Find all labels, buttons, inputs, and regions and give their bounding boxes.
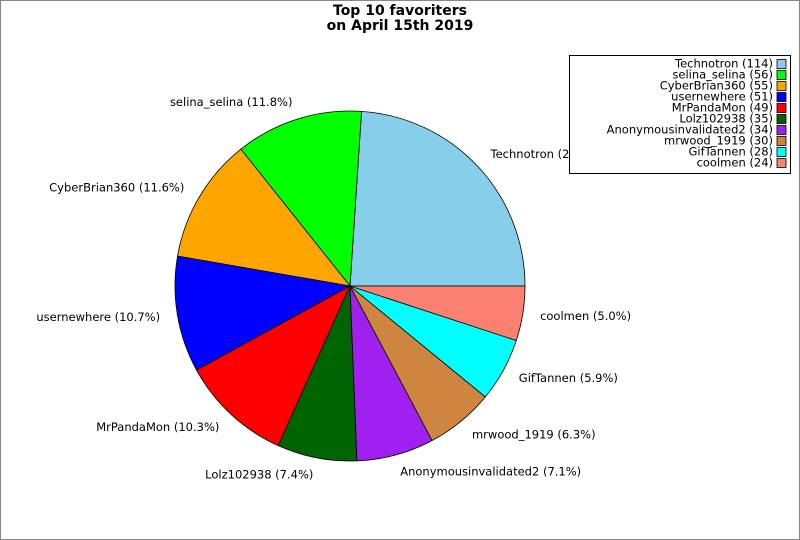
legend-label: MrPandaMon (49) bbox=[672, 101, 773, 115]
pie-slice bbox=[196, 285, 351, 447]
slice-label: usernewhere (10.7%) bbox=[36, 310, 160, 324]
legend-swatch bbox=[776, 81, 787, 91]
pie-slice bbox=[174, 255, 352, 371]
legend-label: selina_selina (56) bbox=[672, 68, 773, 82]
legend-swatch bbox=[776, 103, 787, 113]
pie-slice bbox=[349, 110, 526, 287]
slice-label: coolmen (5.0%) bbox=[540, 309, 631, 323]
pie-slice bbox=[349, 285, 526, 342]
slice-label: mrwood_1919 (6.3%) bbox=[472, 427, 596, 441]
legend-swatch bbox=[776, 92, 787, 102]
pie-slice bbox=[177, 148, 351, 287]
legend-label: Technotron (114) bbox=[674, 57, 773, 71]
legend-swatch bbox=[776, 59, 787, 69]
chart-title: on April 15th 2019 bbox=[327, 18, 474, 34]
legend-label: mrwood_1919 (30) bbox=[664, 134, 773, 148]
legend-label: Anonymousinvalidated2 (34) bbox=[607, 123, 773, 137]
legend-swatch bbox=[776, 70, 787, 80]
legend-label: usernewhere (51) bbox=[671, 90, 773, 104]
slice-label: MrPandaMon (10.3%) bbox=[96, 420, 219, 434]
legend-box bbox=[569, 55, 791, 174]
legend-label: CyberBrian360 (55) bbox=[660, 79, 773, 93]
legend-swatch bbox=[776, 114, 787, 124]
slice-label: Anonymousinvalidated2 (7.1%) bbox=[400, 464, 581, 478]
chart-title: Top 10 favoriters bbox=[333, 3, 467, 19]
legend-swatch bbox=[776, 125, 787, 135]
slice-label: CyberBrian360 (11.6%) bbox=[49, 180, 184, 194]
legend-label: coolmen (24) bbox=[697, 156, 773, 170]
legend-label: GifTannen (28) bbox=[688, 145, 773, 159]
pie-slice bbox=[240, 110, 362, 288]
slice-label: GifTannen (5.9%) bbox=[519, 371, 618, 385]
slice-label: selina_selina (11.8%) bbox=[170, 95, 293, 109]
slice-label: Lolz102938 (7.4%) bbox=[205, 467, 313, 481]
legend-label: Lolz102938 (35) bbox=[679, 112, 773, 126]
legend-swatch bbox=[776, 147, 787, 157]
legend-swatch bbox=[776, 136, 787, 146]
legend-swatch bbox=[776, 158, 787, 168]
